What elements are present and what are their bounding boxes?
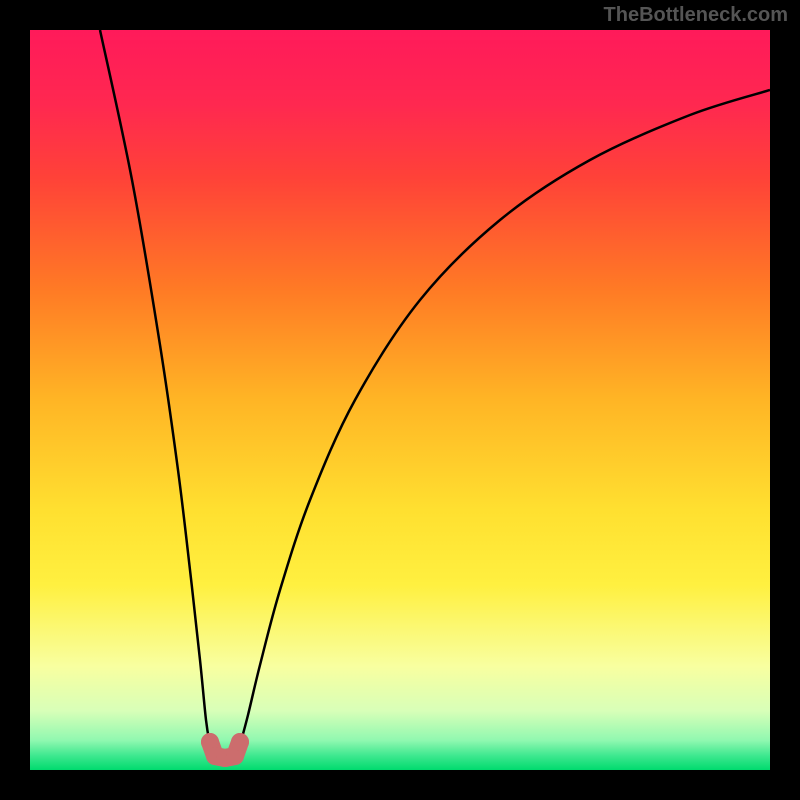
bottleneck-chart <box>0 0 800 800</box>
watermark-label: TheBottleneck.com <box>604 4 788 27</box>
chart-frame: TheBottleneck.com <box>0 0 800 800</box>
gradient-background <box>30 30 770 770</box>
